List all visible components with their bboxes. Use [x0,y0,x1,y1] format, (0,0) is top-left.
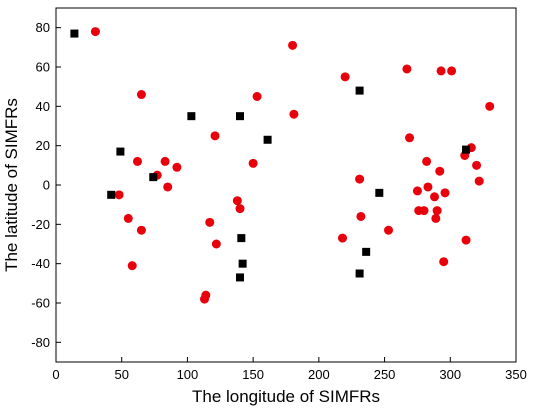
red-circle-point [232,196,242,206]
red-circle-point [136,225,146,235]
red-circle-point [201,290,211,300]
red-circle-point [235,204,245,214]
black-square-point [462,145,471,154]
red-circle-point [447,66,457,76]
x-tick-label: 50 [114,367,128,382]
y-tick-label: -20 [31,217,50,232]
y-tick-label: -40 [31,256,50,271]
red-circle-point [163,182,173,192]
red-circle-point [461,235,471,245]
red-circle-point [474,176,484,186]
black-square-point [263,135,272,144]
red-circle-point [210,131,220,141]
black-square-point [149,173,158,182]
red-circle-point [412,186,422,196]
plot-frame [55,7,517,363]
red-circle-point [405,133,415,143]
red-circle-point [472,160,482,170]
red-circle-point [485,101,495,111]
red-circle-point [172,162,182,172]
red-circle-point [432,206,442,216]
black-square-point [355,86,364,95]
y-tick-label: 40 [36,99,50,114]
red-circle-point [436,66,446,76]
red-circle-point [423,182,433,192]
red-circle-point [136,90,146,100]
red-circle-point [422,156,432,166]
data-points [70,27,495,304]
x-tick-label: 250 [374,367,396,382]
y-tick-label: -80 [31,335,50,350]
red-circle-point [211,239,221,249]
red-circle-point [384,225,394,235]
x-axis: 0 50 100 150 200 250 300 350 [52,357,527,382]
black-square-point [355,269,364,278]
x-tick-label: 100 [177,367,199,382]
y-tick-label: 60 [36,60,50,75]
black-square-point [237,234,246,243]
black-square-point [116,147,125,156]
y-tick-label: 80 [36,20,50,35]
red-circle-point [439,257,449,267]
red-circle-point [160,156,170,166]
red-circle-point [430,192,440,202]
y-axis: -80 -60 -40 -20 0 20 40 60 80 [31,20,61,350]
red-circle-point [123,213,133,223]
red-circle-point [132,156,142,166]
black-square-point [107,190,116,199]
red-circle-point [435,166,445,176]
y-axis-title: The latitude of SIMFRs [2,98,21,272]
red-circle-point [252,92,262,101]
black-square-point [375,188,384,197]
red-circle-point [289,109,299,119]
red-circle-point [127,261,137,271]
x-tick-label: 350 [505,367,527,382]
red-circle-point [90,27,100,37]
red-circle-point [356,211,366,221]
red-circle-point [340,72,350,82]
black-square-point [70,29,79,38]
x-tick-label: 300 [439,367,461,382]
red-circle-point [338,233,348,243]
black-square-point [236,112,244,121]
y-tick-label: 0 [43,178,50,193]
black-square-point [362,247,371,256]
x-tick-label: 0 [52,367,59,382]
red-circle-point [355,174,365,184]
black-square-point [187,112,196,121]
red-circle-point [419,206,429,216]
x-axis-title: The longitude of SIMFRs [192,387,380,406]
red-circle-point [205,217,215,227]
red-circle-point [114,190,124,200]
red-circle-point [440,188,450,198]
y-tick-label: 20 [36,138,50,153]
y-tick-label: -60 [31,296,50,311]
x-tick-label: 150 [242,367,264,382]
red-circle-point [288,40,298,50]
red-circle-point [248,158,258,168]
red-circle-point [431,213,441,223]
red-circle-point [402,64,412,74]
black-square-point [236,273,244,282]
black-square-point [238,259,247,268]
x-tick-label: 200 [308,367,330,382]
